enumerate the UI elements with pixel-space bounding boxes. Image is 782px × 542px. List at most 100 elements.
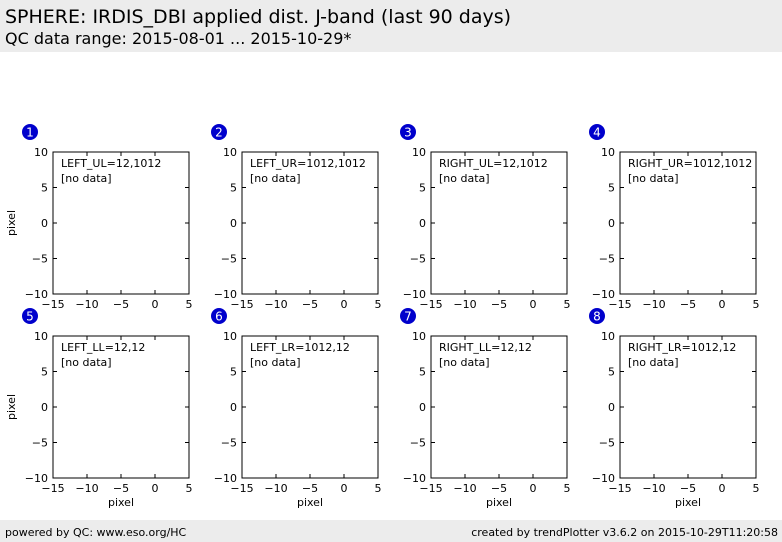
y-tick-label: 0: [41, 217, 48, 230]
y-tick-label: −5: [32, 437, 48, 450]
x-tick-label: 5: [375, 482, 382, 495]
x-tick-label: −10: [453, 482, 476, 495]
x-tick-label: 5: [564, 298, 571, 311]
no-data-note: [no data]: [439, 356, 490, 369]
x-tick-label: 0: [152, 482, 159, 495]
y-tick-label: 5: [230, 182, 237, 195]
y-tick-label: −10: [214, 472, 237, 485]
x-tick-label: −5: [680, 298, 696, 311]
x-tick-label: −15: [608, 482, 631, 495]
plot-panel-2: 2−15 −10 −5 0 51050−5−10LEFT_UR=1012,1012[no…: [211, 124, 382, 311]
y-tick-label: 0: [419, 401, 426, 414]
plot-frame: [619, 335, 757, 479]
panel-number: 8: [593, 310, 601, 324]
x-tick-label: −10: [453, 298, 476, 311]
y-tick-label: 5: [419, 182, 426, 195]
y-tick-label: 5: [41, 366, 48, 379]
plot-panel-3: 3−15 −10 −5 0 51050−5−10RIGHT_UL=12,1012[no …: [400, 124, 571, 311]
y-tick-label: 5: [419, 366, 426, 379]
y-tick-label: 0: [419, 217, 426, 230]
x-tick-label: 0: [719, 482, 726, 495]
panel-number: 6: [215, 310, 223, 324]
y-tick-label: 5: [41, 182, 48, 195]
plot-panel-4: 4−15 −10 −5 0 51050−5−10RIGHT_UR=1012,1012[n…: [589, 124, 760, 311]
x-tick-label: 0: [152, 298, 159, 311]
x-tick-label: −15: [230, 482, 253, 495]
y-tick-label: −5: [221, 437, 237, 450]
y-axis-label: pixel: [5, 394, 18, 420]
panel-label: RIGHT_LL=12,12: [439, 341, 532, 354]
y-tick-label: 10: [412, 330, 426, 343]
x-tick-label: 5: [186, 482, 193, 495]
plot-panel-8: 8−15 −10 −5 0 51050−5−10RIGHT_LR=1012,12[no …: [589, 308, 760, 509]
x-axis-label: pixel: [486, 496, 512, 509]
x-tick-label: −10: [264, 298, 287, 311]
x-tick-label: −5: [491, 482, 507, 495]
panel-number-badge: [589, 308, 605, 324]
y-tick-label: −5: [221, 253, 237, 266]
y-axis-label: pixel: [5, 210, 18, 236]
y-tick-label: 10: [34, 146, 48, 159]
page-title: SPHERE: IRDIS_DBI applied dist. J-band (…: [5, 6, 512, 28]
x-tick-label: −5: [302, 482, 318, 495]
x-tick-label: −10: [264, 482, 287, 495]
x-tick-label: −5: [680, 482, 696, 495]
x-tick-label: 0: [341, 482, 348, 495]
header: SPHERE: IRDIS_DBI applied dist. J-band (…: [0, 0, 782, 52]
x-axis-label: pixel: [108, 496, 134, 509]
x-axis-label: pixel: [297, 496, 323, 509]
y-tick-label: 10: [412, 146, 426, 159]
panel-label: LEFT_LR=1012,12: [250, 341, 350, 354]
panel-number-badge: [400, 308, 416, 324]
y-tick-label: 0: [41, 401, 48, 414]
x-tick-label: −15: [608, 298, 631, 311]
y-tick-label: −5: [410, 437, 426, 450]
x-tick-label: −5: [113, 298, 129, 311]
x-tick-label: 0: [530, 482, 537, 495]
no-data-note: [no data]: [628, 356, 679, 369]
footer-credit: powered by QC: www.eso.org/HC: [5, 526, 187, 539]
panel-number: 2: [215, 126, 223, 140]
no-data-note: [no data]: [628, 172, 679, 185]
x-tick-label: −5: [491, 298, 507, 311]
no-data-note: [no data]: [250, 172, 301, 185]
page-subtitle: QC data range: 2015-08-01 ... 2015-10-29…: [5, 29, 352, 48]
y-tick-label: 0: [608, 217, 615, 230]
panel-number-badge: [22, 124, 38, 140]
y-tick-label: 0: [230, 401, 237, 414]
no-data-note: [no data]: [61, 356, 112, 369]
y-tick-label: 5: [608, 182, 615, 195]
x-tick-label: −15: [230, 298, 253, 311]
y-tick-label: −10: [25, 288, 48, 301]
plot-frame: [430, 151, 568, 295]
panel-number: 7: [404, 310, 412, 324]
plot-frame: [52, 335, 190, 479]
panel-number: 5: [26, 310, 34, 324]
y-tick-label: 5: [230, 366, 237, 379]
no-data-note: [no data]: [439, 172, 490, 185]
panel-label: RIGHT_UL=12,1012: [439, 157, 548, 170]
footer: powered by QC: www.eso.org/HC created by…: [0, 520, 782, 542]
y-tick-label: −5: [32, 253, 48, 266]
y-tick-label: −10: [403, 288, 426, 301]
panel-label: RIGHT_UR=1012,1012: [628, 157, 752, 170]
x-tick-label: −15: [41, 298, 64, 311]
y-tick-label: 5: [608, 366, 615, 379]
y-tick-label: −5: [599, 253, 615, 266]
x-tick-label: −10: [642, 482, 665, 495]
x-tick-label: −10: [75, 482, 98, 495]
panel-number-badge: [589, 124, 605, 140]
panel-number-badge: [22, 308, 38, 324]
y-tick-label: 10: [223, 146, 237, 159]
y-tick-label: −10: [25, 472, 48, 485]
y-tick-label: −10: [403, 472, 426, 485]
panel-number-badge: [211, 124, 227, 140]
x-tick-label: 5: [753, 298, 760, 311]
y-tick-label: 10: [34, 330, 48, 343]
panel-label: LEFT_UL=12,1012: [61, 157, 161, 170]
x-tick-label: 5: [564, 482, 571, 495]
